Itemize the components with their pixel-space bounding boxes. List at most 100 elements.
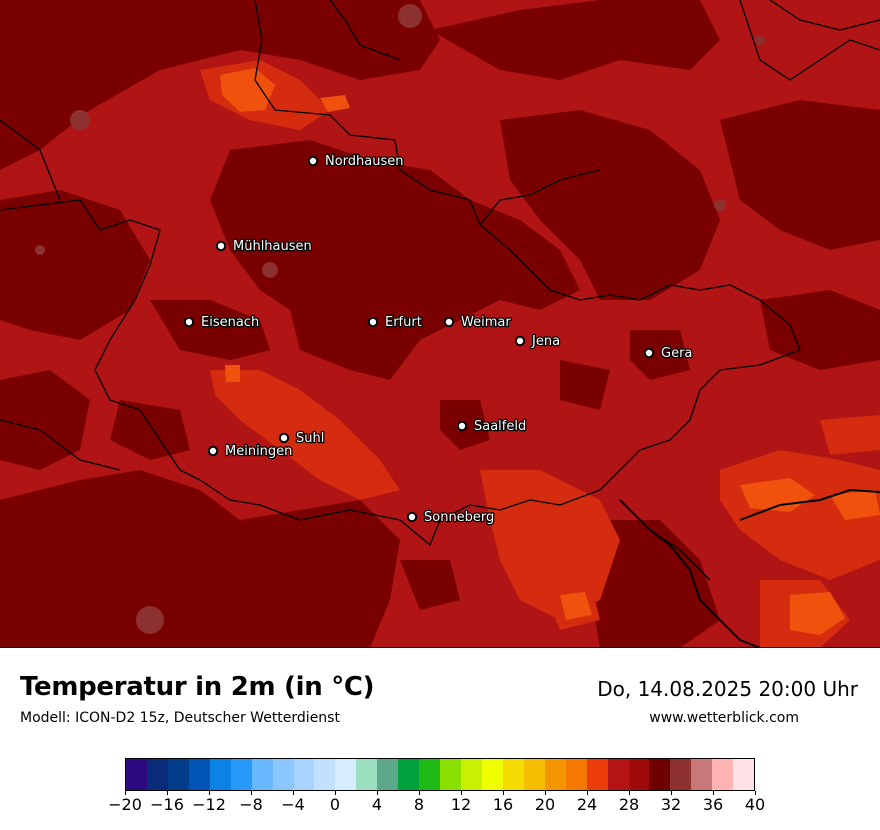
colorbar-tick-mark — [754, 791, 756, 795]
city-dot-icon — [278, 432, 290, 444]
city-saalfeld[interactable]: Saalfeld — [456, 418, 528, 435]
colorbar-tick-mark — [586, 791, 588, 795]
colorbar-tick-mark — [124, 791, 126, 795]
city-eisenach[interactable]: Eisenach — [183, 314, 261, 331]
colorbar-swatch — [167, 759, 189, 790]
city-dot-icon — [307, 155, 319, 167]
colorbar-tick-mark — [376, 791, 378, 795]
city-label-muehlhausen: Mühlhausen — [233, 239, 312, 254]
map-footer: Temperatur in 2m (in °C) Modell: ICON-D2… — [0, 648, 880, 830]
colorbar-tick-mark — [334, 791, 336, 795]
colorbar-tick-mark — [628, 791, 630, 795]
city-label-gera: Gera — [661, 346, 692, 361]
colorbar-swatch — [670, 759, 692, 790]
colorbar-swatch — [565, 759, 587, 790]
city-dot-icon — [456, 420, 468, 432]
temperature-map[interactable]: Nordhausen Mühlhausen Eisenach Erfurt We… — [0, 0, 880, 648]
colorbar-swatch — [398, 759, 420, 790]
colorbar-tick-label: 28 — [618, 795, 640, 814]
city-dot-icon — [643, 347, 655, 359]
colorbar-tick-label: 16 — [492, 795, 514, 814]
colorbar-tick-label: 8 — [413, 795, 425, 814]
map-title: Temperatur in 2m (in °C) — [20, 672, 375, 702]
colorbar-swatch — [586, 759, 608, 790]
hot-zones — [220, 68, 880, 635]
city-label-saalfeld: Saalfeld — [474, 419, 526, 434]
colorbar-swatch — [544, 759, 566, 790]
colorbar-swatch — [293, 759, 315, 790]
city-erfurt[interactable]: Erfurt — [367, 314, 423, 331]
city-dot-icon — [207, 445, 219, 457]
colorbar-ticks: −20 −16 −12 −8 −4 0 4 8 12 16 20 24 28 32 36 40 — [108, 791, 765, 821]
colorbar-tick-mark — [250, 791, 252, 795]
city-markers: Nordhausen Mühlhausen Eisenach Erfurt We… — [183, 153, 694, 526]
colorbar-tick-label: −16 — [150, 795, 184, 814]
website-link[interactable]: www.wetterblick.com — [649, 710, 799, 726]
colorbar-swatch — [712, 759, 734, 790]
borders — [0, 0, 880, 581]
colorbar-swatch — [440, 759, 461, 790]
colorbar-tick-mark — [712, 791, 714, 795]
colorbar-swatch — [419, 759, 441, 790]
colorbar-tick-label: 24 — [576, 795, 598, 814]
colorbar-tick-mark — [670, 791, 672, 795]
city-label-sonneberg: Sonneberg — [424, 510, 494, 525]
city-suhl[interactable]: Suhl — [278, 430, 326, 447]
cool-zones — [0, 0, 880, 647]
city-label-weimar: Weimar — [461, 315, 511, 330]
city-dot-icon — [215, 240, 227, 252]
colorbar-swatch — [188, 759, 210, 790]
colorbar-swatch — [335, 759, 357, 790]
city-label-eisenach: Eisenach — [201, 315, 259, 330]
colorbar-swatch — [230, 759, 252, 790]
city-jena[interactable]: Jena — [514, 333, 561, 350]
city-dot-icon — [443, 316, 455, 328]
city-label-erfurt: Erfurt — [385, 315, 422, 330]
colorbar-swatch — [502, 759, 524, 790]
city-label-meiningen: Meiningen — [225, 444, 292, 459]
model-info: Modell: ICON-D2 15z, Deutscher Wetterdie… — [20, 710, 340, 726]
city-dot-icon — [514, 335, 526, 347]
colorbar-swatch — [314, 759, 336, 790]
colorbar-swatch — [251, 759, 273, 790]
colorbar-tick-label: 12 — [450, 795, 472, 814]
city-sonneberg[interactable]: Sonneberg — [406, 509, 496, 526]
temperature-colorbar — [125, 758, 755, 791]
colorbar-swatch — [146, 759, 168, 790]
colorbar-swatch — [461, 759, 482, 790]
city-label-suhl: Suhl — [296, 431, 324, 446]
colorbar-tick-mark — [418, 791, 420, 795]
colorbar-tick-label: −20 — [108, 795, 142, 814]
colorbar-swatch — [209, 759, 231, 790]
city-muehlhausen[interactable]: Mühlhausen — [215, 238, 313, 255]
colorbar-tick-mark — [292, 791, 294, 795]
colorbar-tick-mark — [544, 791, 546, 795]
colorbar-swatch — [607, 759, 629, 790]
city-dot-icon — [183, 316, 195, 328]
colorbar-swatch — [377, 759, 399, 790]
colorbar-tick-label: 20 — [534, 795, 556, 814]
valid-time: Do, 14.08.2025 20:00 Uhr — [597, 677, 858, 701]
colorbar-tick-mark — [208, 791, 210, 795]
colorbar-swatch — [733, 759, 755, 790]
colorbar-swatch — [523, 759, 545, 790]
city-weimar[interactable]: Weimar — [443, 314, 513, 331]
speckles — [35, 4, 765, 634]
colorbar-tick-mark — [460, 791, 462, 795]
state-border — [619, 499, 761, 647]
colorbar-swatch — [272, 759, 294, 790]
colorbar-tick-label: 36 — [702, 795, 724, 814]
colorbar-swatch — [126, 759, 147, 790]
colorbar-tick-label: 40 — [744, 795, 766, 814]
colorbar-tick-label: −12 — [192, 795, 226, 814]
colorbar-tick-mark — [166, 791, 168, 795]
map-canvas: Nordhausen Mühlhausen Eisenach Erfurt We… — [0, 0, 880, 647]
city-nordhausen[interactable]: Nordhausen — [307, 153, 405, 170]
city-gera[interactable]: Gera — [643, 345, 694, 362]
colorbar-swatch — [691, 759, 713, 790]
city-label-jena: Jena — [531, 334, 560, 349]
city-meiningen[interactable]: Meiningen — [207, 443, 294, 460]
colorbar-swatch — [356, 759, 378, 790]
colorbar-swatch — [649, 759, 671, 790]
city-dot-icon — [367, 316, 379, 328]
